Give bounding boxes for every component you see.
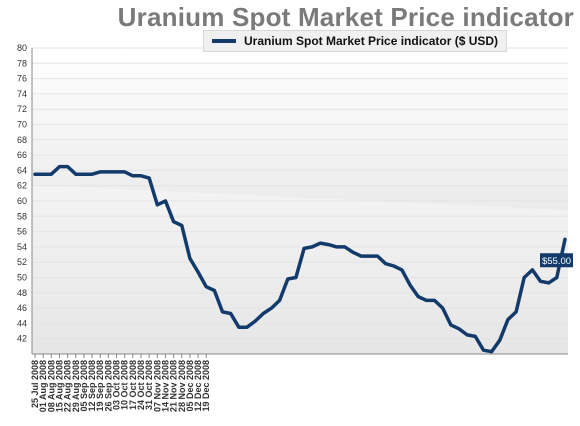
y-tick-label: 78 (17, 58, 27, 68)
y-tick-label: 48 (17, 288, 27, 298)
series (33, 164, 567, 354)
x-tick-label: 31 Oct 2008 (144, 360, 154, 410)
last-value-text: $55.00 (542, 256, 571, 267)
x-tick-label: 05 Dec 2008 (185, 360, 195, 412)
legend-swatch (212, 39, 236, 43)
x-tick-label: 19 Sep 2008 (95, 360, 105, 412)
y-tick-label: 52 (17, 257, 27, 267)
x-tick-label: 24 Oct 2008 (136, 360, 146, 410)
y-tick-label: 64 (17, 165, 27, 175)
x-tick-label: 07 Nov 2008 (152, 360, 162, 412)
y-tick-label: 74 (17, 89, 27, 99)
y-tick-label: 68 (17, 135, 27, 145)
y-tick-label: 58 (17, 211, 27, 221)
x-tick-label: 05 Sep 2008 (79, 360, 89, 412)
y-tick-label: 70 (17, 120, 27, 130)
y-tick-label: 46 (17, 303, 27, 313)
legend-label: Uranium Spot Market Price indicator ($ U… (244, 34, 499, 48)
x-tick-label: 03 Oct 2008 (112, 360, 122, 410)
y-tick-label: 50 (17, 273, 27, 283)
x-tick-label: 19 Dec 2008 (201, 360, 211, 412)
last-value-box (540, 253, 573, 268)
y-axis: 42 44 46 48 50 52 54 56 58 60 62 64 66 68 70 72 74 76 78 80 (17, 43, 27, 344)
x-tick-label: 12 Dec 2008 (193, 360, 203, 412)
y-tick-label: 54 (17, 242, 27, 252)
chart-title: Uranium Spot Market Price indicator (117, 2, 574, 32)
x-tick-label: 28 Nov 2008 (177, 360, 187, 412)
x-tick-label: 22 Aug 2008 (63, 360, 73, 412)
y-tick-label: 60 (17, 196, 27, 206)
x-tick-label: 21 Nov 2008 (169, 360, 179, 412)
y-tick-label: 66 (17, 150, 27, 160)
legend: Uranium Spot Market Price indicator ($ U… (203, 30, 508, 52)
x-tick-label: 12 Sep 2008 (87, 360, 97, 412)
x-tick-label: 29 Aug 2008 (71, 360, 81, 412)
y-tick-label: 72 (17, 104, 27, 114)
plot-sheen (32, 185, 568, 354)
x-tick-label: 15 Aug 2008 (54, 360, 64, 412)
y-tick-label: 76 (17, 74, 27, 84)
grid (32, 47, 568, 340)
y-tick-label: 42 (17, 334, 27, 344)
x-tick-label: 10 Oct 2008 (120, 360, 130, 410)
x-tick-label: 17 Oct 2008 (128, 360, 138, 410)
y-tick-label: 56 (17, 227, 27, 237)
y-tick-label: 44 (17, 318, 27, 328)
x-tick-label: 26 Sep 2008 (103, 360, 113, 412)
y-tick-label: 62 (17, 181, 27, 191)
y-tick-label: 80 (17, 43, 27, 53)
x-tick-label: 25 Jul 2008 (30, 360, 40, 408)
x-tick-label: 01 Aug 2008 (38, 360, 48, 412)
last-value-label: $55.00 (540, 253, 573, 268)
series-line (33, 164, 567, 354)
x-tick-label: 08 Aug 2008 (46, 360, 56, 412)
x-tick-label: 14 Nov 2008 (160, 360, 170, 412)
